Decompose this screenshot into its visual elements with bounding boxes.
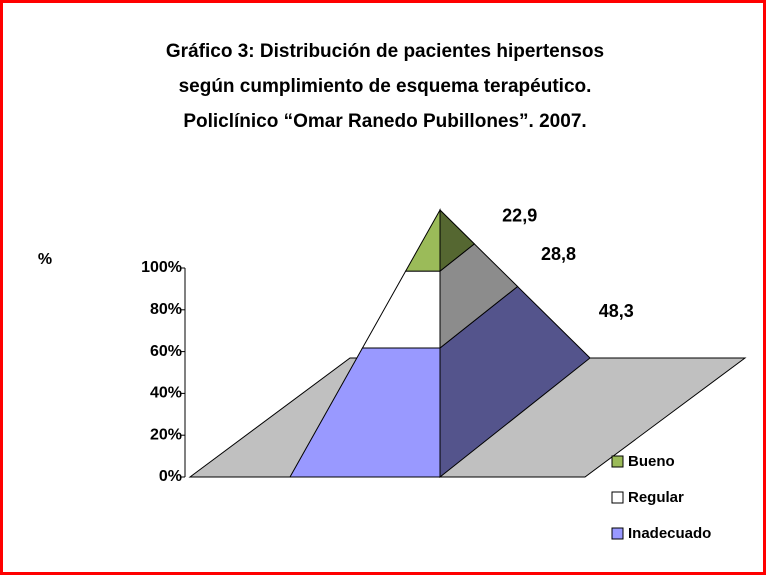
legend-swatch bbox=[611, 455, 624, 468]
data-label: 22,9 bbox=[502, 206, 537, 226]
y-tick-label: 20% bbox=[150, 426, 182, 443]
pyramid-segment-side bbox=[439, 208, 476, 273]
y-tick-label: 80% bbox=[150, 301, 182, 318]
data-label: 48,3 bbox=[599, 301, 634, 321]
legend-label: Inadecuado bbox=[628, 525, 711, 542]
legend-label: Bueno bbox=[628, 453, 675, 470]
y-tick-label: 0% bbox=[159, 468, 182, 485]
legend-label: Regular bbox=[628, 489, 684, 506]
y-axis-label: % bbox=[38, 251, 52, 268]
y-tick-label: 100% bbox=[141, 259, 182, 276]
legend-swatch bbox=[611, 527, 624, 540]
chart-title: Gráfico 3: Distribución de pacientes hip… bbox=[166, 41, 604, 62]
legend-swatch bbox=[611, 491, 624, 504]
y-tick-label: 40% bbox=[150, 385, 182, 402]
y-tick-label: 60% bbox=[150, 343, 182, 360]
chart-title: Policlínico “Omar Ranedo Pubillones”. 20… bbox=[183, 111, 586, 132]
data-label: 28,8 bbox=[541, 244, 576, 264]
chart-title: según cumplimiento de esquema terapéutic… bbox=[179, 76, 592, 97]
